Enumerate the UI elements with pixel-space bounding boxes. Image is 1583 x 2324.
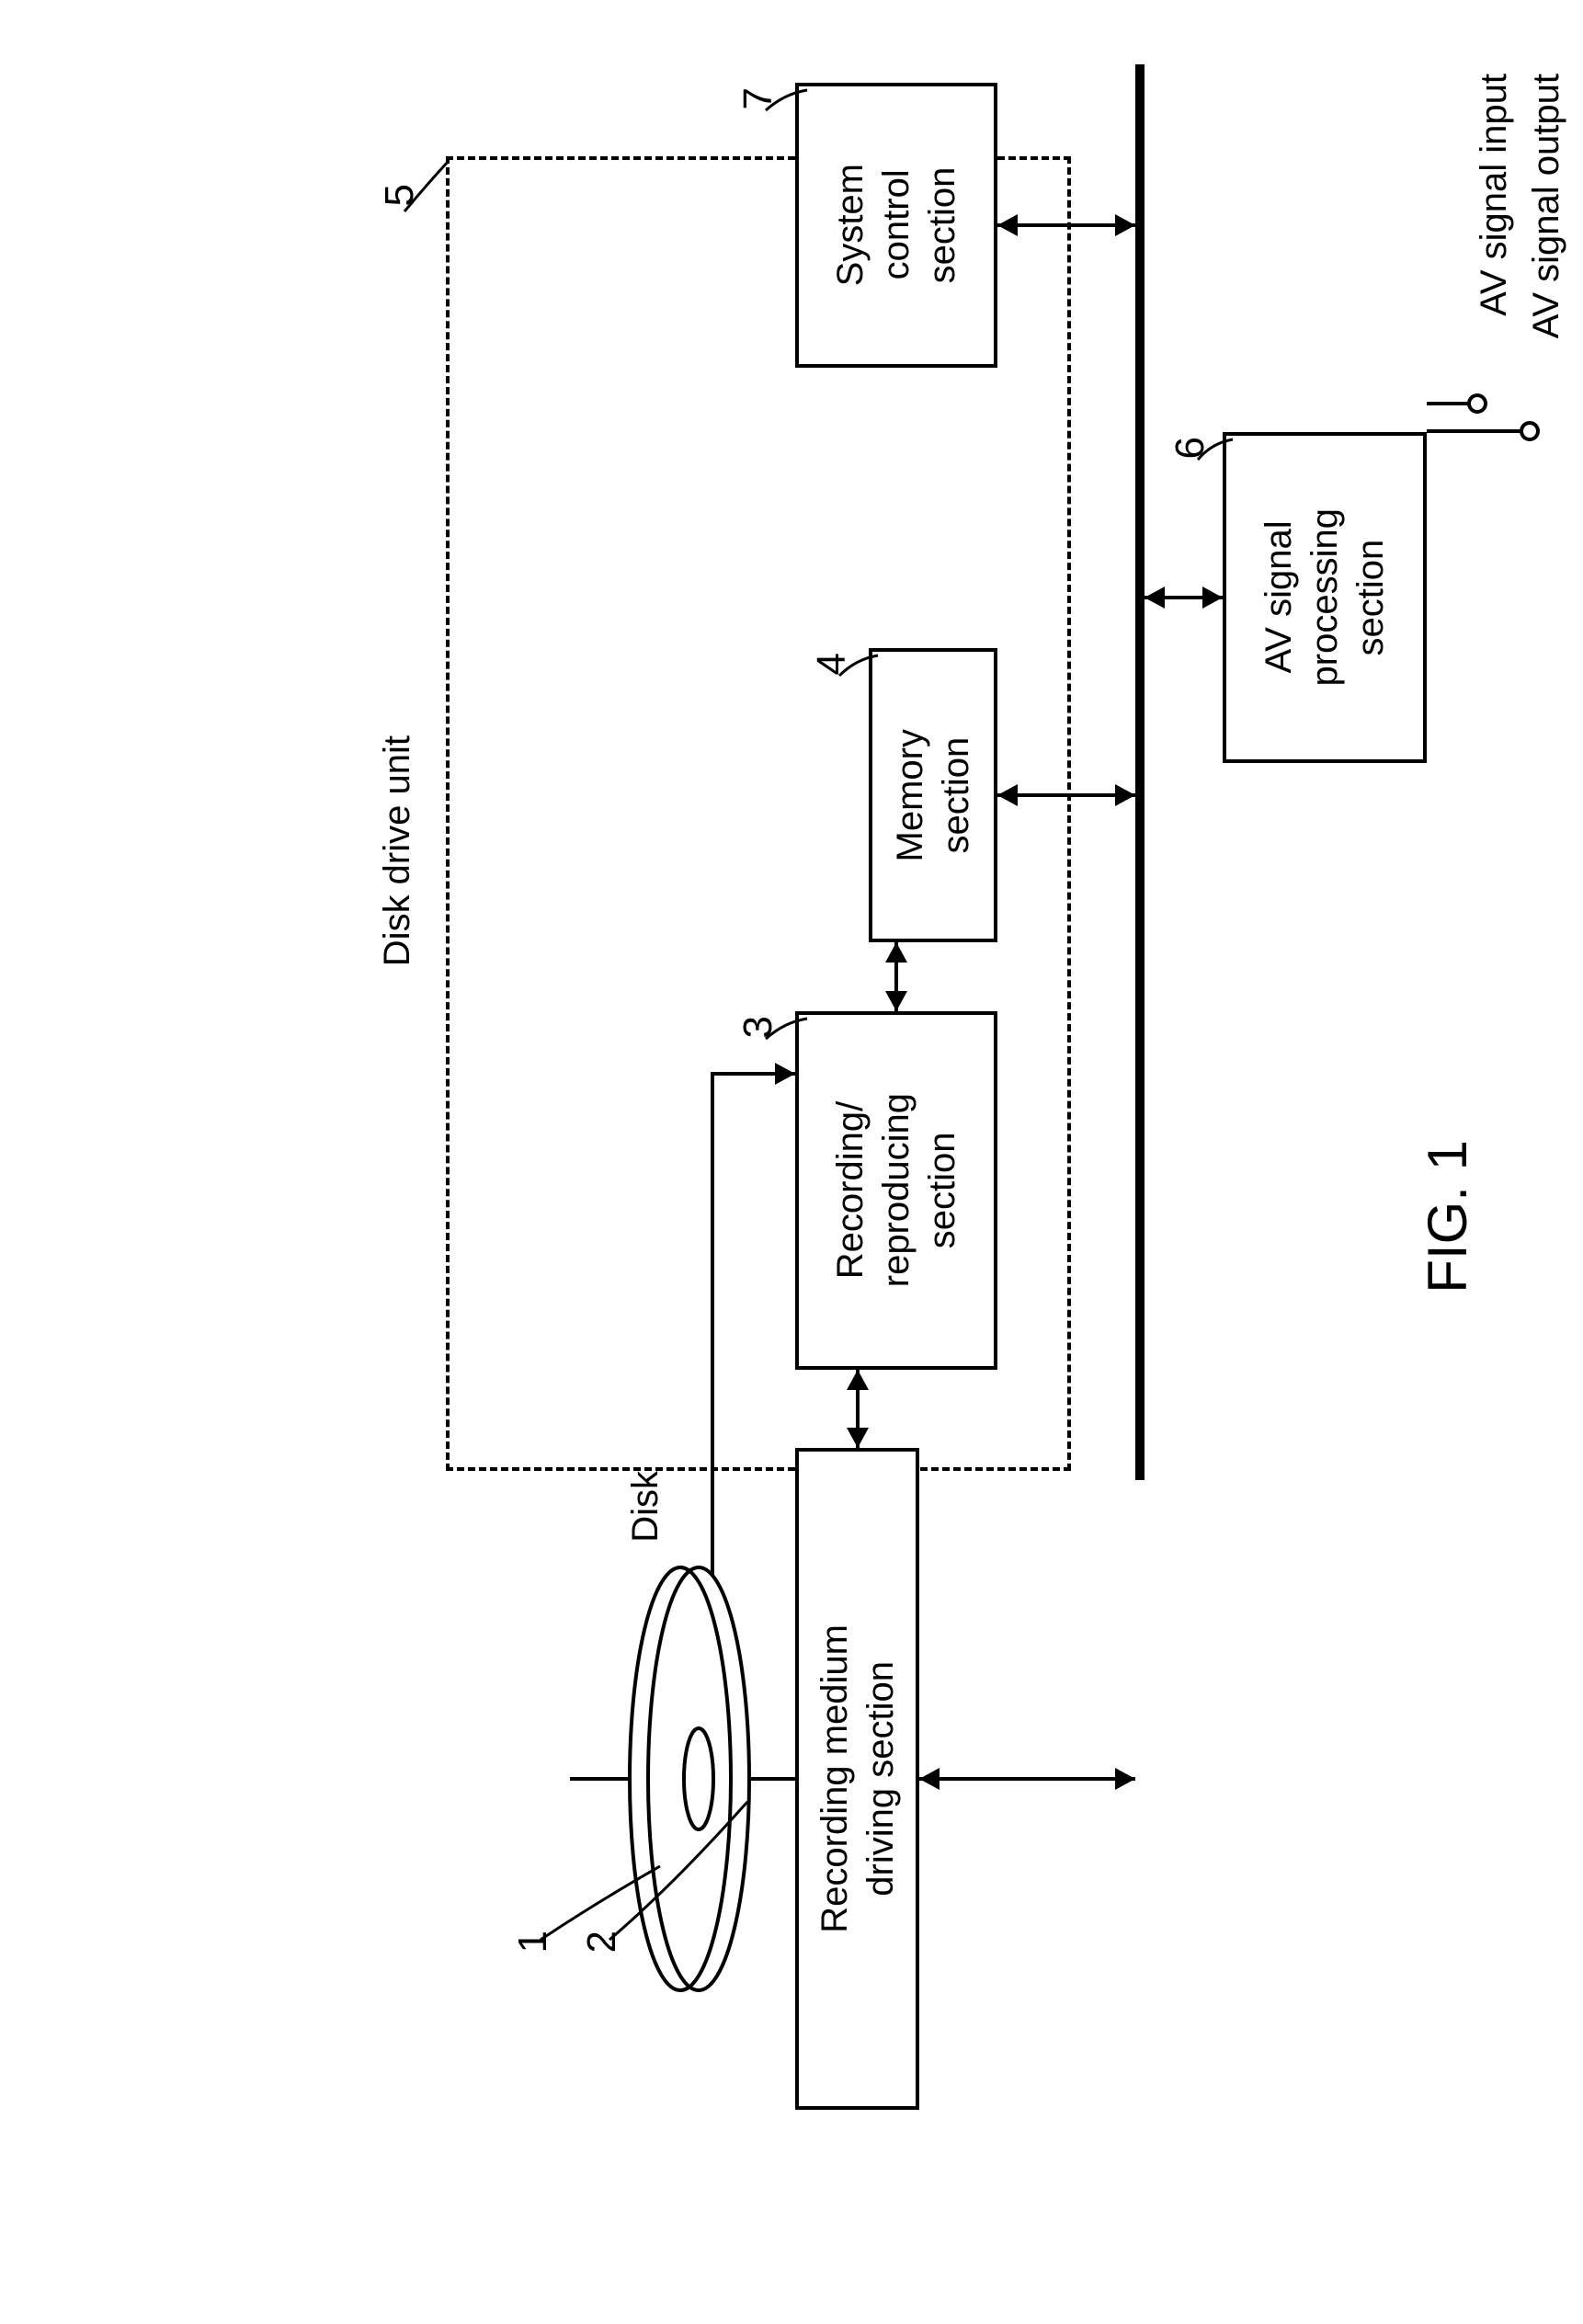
head-arm-arrow xyxy=(701,1598,723,1618)
ref-3: 3 xyxy=(735,1016,781,1038)
av-input-lead xyxy=(1427,402,1471,405)
av-input-label: AV signal input xyxy=(1474,74,1515,316)
disk-drive-unit-label: Disk drive unit xyxy=(377,735,418,966)
av-output-label: AV signal output xyxy=(1526,74,1567,338)
recmed-bus-line xyxy=(919,1777,1135,1781)
avproc-bus-arrow-r xyxy=(1202,587,1223,609)
recmed-bus-arrow-l xyxy=(919,1768,940,1790)
memory-box: Memory section xyxy=(869,648,997,942)
figure-canvas: FIG. 1 Disk drive unit 5 System control … xyxy=(37,37,1546,2287)
av-processing-text: AV signal processing section xyxy=(1256,508,1394,686)
syscontrol-bus-arrow-l xyxy=(997,214,1018,236)
ref-1: 1 xyxy=(510,1931,556,1953)
disk-label: Disk xyxy=(625,1471,666,1543)
ref-5: 5 xyxy=(377,184,423,206)
recmed-bus-arrow-r xyxy=(1115,1768,1135,1790)
av-processing-box: AV signal processing section xyxy=(1223,432,1427,763)
system-control-box: System control section xyxy=(795,83,997,368)
recrep-recmed-arrow-d xyxy=(847,1428,869,1448)
ref-2: 2 xyxy=(579,1931,625,1953)
av-output-lead xyxy=(1427,429,1523,433)
recmed-text: Recording medium driving section xyxy=(812,1624,904,1933)
ref-7: 7 xyxy=(735,87,781,109)
memory-recrep-arrow-u xyxy=(885,942,907,963)
memory-bus-arrow-l xyxy=(997,784,1018,806)
bus xyxy=(1135,64,1145,1480)
recmed-box: Recording medium driving section xyxy=(795,1448,919,2110)
spindle-line xyxy=(570,1777,795,1781)
memory-text: Memory section xyxy=(887,729,979,861)
recrep-text: Recording/ reproducing section xyxy=(827,1093,965,1287)
ref-4: 4 xyxy=(809,653,855,675)
figure-caption: FIG. 1 xyxy=(1416,1140,1479,1293)
head-arm-arrow-r xyxy=(775,1063,795,1085)
system-control-text: System control section xyxy=(827,164,965,286)
recrep-recmed-arrow-u xyxy=(847,1370,869,1390)
syscontrol-bus-arrow-r xyxy=(1115,214,1135,236)
head-arm-v xyxy=(711,1076,714,1618)
avproc-bus-arrow-l xyxy=(1145,587,1165,609)
recrep-box: Recording/ reproducing section xyxy=(795,1011,997,1370)
memory-recrep-arrow-d xyxy=(885,991,907,1011)
memory-bus-arrow-r xyxy=(1115,784,1135,806)
ref-6: 6 xyxy=(1167,437,1213,459)
